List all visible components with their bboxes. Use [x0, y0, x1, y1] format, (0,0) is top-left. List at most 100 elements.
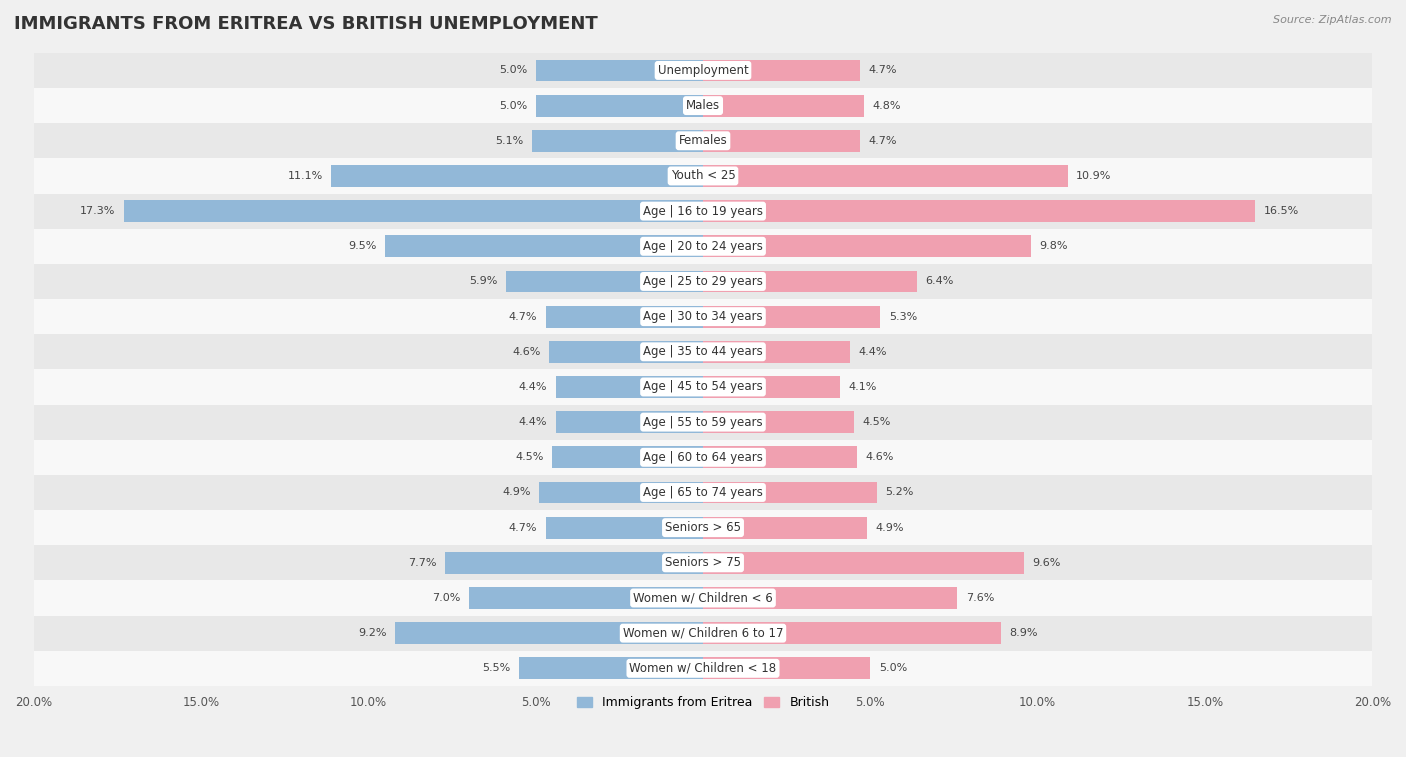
Text: Males: Males	[686, 99, 720, 112]
Bar	[703, 341, 851, 363]
Bar	[124, 200, 703, 222]
Bar	[34, 475, 1372, 510]
Text: Females: Females	[679, 134, 727, 148]
Text: Age | 16 to 19 years: Age | 16 to 19 years	[643, 204, 763, 217]
Text: 16.5%: 16.5%	[1264, 206, 1299, 216]
Text: Age | 20 to 24 years: Age | 20 to 24 years	[643, 240, 763, 253]
Text: 5.0%: 5.0%	[499, 101, 527, 111]
Bar	[34, 158, 1372, 194]
Bar	[538, 481, 703, 503]
Bar	[395, 622, 703, 644]
Bar	[34, 369, 1372, 404]
Text: 5.0%: 5.0%	[879, 663, 907, 673]
Text: 4.6%: 4.6%	[512, 347, 541, 357]
Text: 4.4%: 4.4%	[859, 347, 887, 357]
Bar	[34, 651, 1372, 686]
Text: 4.9%: 4.9%	[876, 522, 904, 533]
Text: Unemployment: Unemployment	[658, 64, 748, 77]
Text: 5.9%: 5.9%	[468, 276, 498, 286]
Text: Age | 35 to 44 years: Age | 35 to 44 years	[643, 345, 763, 358]
Bar	[703, 411, 853, 433]
Bar	[34, 440, 1372, 475]
Bar	[703, 657, 870, 679]
Legend: Immigrants from Eritrea, British: Immigrants from Eritrea, British	[572, 691, 834, 715]
Text: Age | 45 to 54 years: Age | 45 to 54 years	[643, 381, 763, 394]
Text: 4.5%: 4.5%	[516, 452, 544, 463]
Text: 6.4%: 6.4%	[925, 276, 953, 286]
Bar	[536, 60, 703, 81]
Bar	[555, 376, 703, 398]
Text: 7.0%: 7.0%	[432, 593, 460, 603]
Text: 9.5%: 9.5%	[349, 241, 377, 251]
Text: 4.4%: 4.4%	[519, 382, 547, 392]
Text: 4.8%: 4.8%	[872, 101, 900, 111]
Bar	[703, 200, 1256, 222]
Text: 9.8%: 9.8%	[1039, 241, 1069, 251]
Bar	[703, 270, 917, 292]
Bar	[548, 341, 703, 363]
Bar	[34, 334, 1372, 369]
Bar	[703, 95, 863, 117]
Text: Youth < 25: Youth < 25	[671, 170, 735, 182]
Text: 4.7%: 4.7%	[869, 136, 897, 146]
Bar	[703, 306, 880, 328]
Text: 4.7%: 4.7%	[509, 312, 537, 322]
Text: Women w/ Children 6 to 17: Women w/ Children 6 to 17	[623, 627, 783, 640]
Text: 7.6%: 7.6%	[966, 593, 994, 603]
Text: 5.2%: 5.2%	[886, 488, 914, 497]
Bar	[34, 510, 1372, 545]
Text: 9.6%: 9.6%	[1032, 558, 1062, 568]
Bar	[34, 194, 1372, 229]
Text: 4.5%: 4.5%	[862, 417, 890, 427]
Text: 5.1%: 5.1%	[496, 136, 524, 146]
Bar	[34, 229, 1372, 264]
Text: Age | 55 to 59 years: Age | 55 to 59 years	[643, 416, 763, 428]
Text: 9.2%: 9.2%	[359, 628, 387, 638]
Bar	[34, 53, 1372, 88]
Bar	[703, 447, 858, 469]
Text: 4.1%: 4.1%	[849, 382, 877, 392]
Bar	[703, 376, 841, 398]
Text: Age | 60 to 64 years: Age | 60 to 64 years	[643, 451, 763, 464]
Bar	[703, 165, 1067, 187]
Bar	[555, 411, 703, 433]
Bar	[332, 165, 703, 187]
Bar	[703, 130, 860, 151]
Text: 5.3%: 5.3%	[889, 312, 917, 322]
Text: Seniors > 65: Seniors > 65	[665, 521, 741, 534]
Bar	[703, 235, 1031, 257]
Bar	[703, 587, 957, 609]
Text: 10.9%: 10.9%	[1076, 171, 1112, 181]
Text: Women w/ Children < 6: Women w/ Children < 6	[633, 591, 773, 605]
Bar	[703, 517, 868, 538]
Text: 4.6%: 4.6%	[865, 452, 894, 463]
Text: 4.7%: 4.7%	[869, 65, 897, 76]
Bar	[546, 517, 703, 538]
Bar	[34, 264, 1372, 299]
Text: Seniors > 75: Seniors > 75	[665, 556, 741, 569]
Bar	[34, 88, 1372, 123]
Bar	[34, 299, 1372, 334]
Text: IMMIGRANTS FROM ERITREA VS BRITISH UNEMPLOYMENT: IMMIGRANTS FROM ERITREA VS BRITISH UNEMP…	[14, 15, 598, 33]
Text: 4.7%: 4.7%	[509, 522, 537, 533]
Bar	[546, 306, 703, 328]
Bar	[536, 95, 703, 117]
Text: 4.9%: 4.9%	[502, 488, 530, 497]
Bar	[506, 270, 703, 292]
Text: 4.4%: 4.4%	[519, 417, 547, 427]
Bar	[446, 552, 703, 574]
Bar	[519, 657, 703, 679]
Text: 8.9%: 8.9%	[1010, 628, 1038, 638]
Text: 17.3%: 17.3%	[80, 206, 115, 216]
Bar	[468, 587, 703, 609]
Text: Women w/ Children < 18: Women w/ Children < 18	[630, 662, 776, 674]
Text: Age | 25 to 29 years: Age | 25 to 29 years	[643, 275, 763, 288]
Text: 5.5%: 5.5%	[482, 663, 510, 673]
Text: Age | 30 to 34 years: Age | 30 to 34 years	[643, 310, 763, 323]
Text: 11.1%: 11.1%	[288, 171, 323, 181]
Bar	[34, 545, 1372, 581]
Bar	[703, 622, 1001, 644]
Bar	[34, 404, 1372, 440]
Bar	[34, 581, 1372, 615]
Bar	[703, 60, 860, 81]
